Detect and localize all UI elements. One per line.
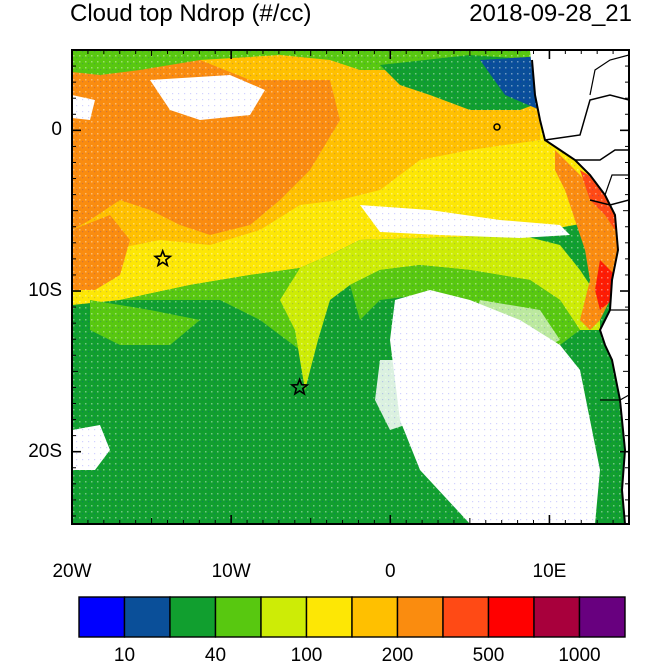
lat-tick-label: 20S — [28, 440, 62, 462]
star-marker-icon — [289, 377, 310, 396]
lat-tick-label: 0 — [51, 119, 62, 141]
colorbar-swatch — [533, 596, 581, 638]
map-frame — [71, 49, 630, 525]
colorbar-swatch — [305, 596, 353, 638]
colorbar-label: 200 — [381, 645, 414, 666]
colorbar-swatch — [442, 596, 490, 638]
map-title: Cloud top Ndrop (#/cc) — [70, 0, 312, 27]
axis-ticks — [71, 49, 630, 524]
colorbar-label: 500 — [472, 645, 505, 666]
star-marker-icon — [152, 248, 173, 268]
colorbar-label: 10 — [113, 645, 136, 666]
colorbar-label: 1000 — [558, 645, 601, 666]
colorbar-swatch — [123, 596, 171, 638]
colorbar-label: 100 — [290, 645, 323, 666]
colorbar-swatch — [487, 596, 535, 638]
lon-tick-label: 10W — [211, 561, 251, 582]
colorbar-swatch — [78, 596, 126, 638]
site-markers — [152, 248, 310, 396]
colorbar-swatch — [169, 596, 217, 638]
colorbar — [78, 596, 626, 638]
colorbar-label: 40 — [204, 645, 227, 666]
lon-tick-label: 10E — [532, 561, 567, 582]
colorbar-swatch — [351, 596, 399, 638]
lon-tick-label: 0 — [384, 561, 396, 582]
map-timestamp: 2018-09-28_21 — [469, 0, 632, 27]
colorbar-swatch — [578, 596, 626, 638]
colorbar-swatch — [260, 596, 308, 638]
data-field — [72, 50, 629, 524]
colorbar-swatch — [396, 596, 444, 638]
lon-tick-label: 20W — [52, 561, 92, 582]
colorbar-swatch — [214, 596, 262, 638]
lat-tick-label: 10S — [28, 280, 62, 302]
